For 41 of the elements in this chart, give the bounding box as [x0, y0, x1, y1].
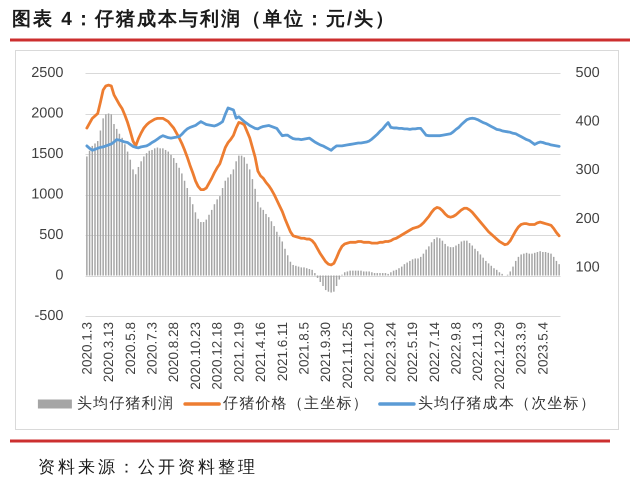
- chart-title: 图表 4：仔猪成本与利润（单位：元/头）: [12, 8, 396, 30]
- x-tick-label: 2022.3.24: [383, 322, 398, 382]
- x-tick-label: 2020.10.23: [188, 322, 203, 390]
- x-tick-label: 2021.2.19: [231, 322, 246, 382]
- x-tick-label: 2022.11.3: [470, 322, 486, 382]
- x-tick-label: 2022.5.19: [405, 322, 420, 382]
- y2-tick-label: 400: [576, 114, 600, 130]
- x-tick-label: 2020.12.18: [210, 322, 225, 390]
- y-tick-label: 2000: [31, 106, 64, 122]
- x-tick-label: 2022.9.8: [448, 322, 464, 375]
- x-tick-label: 2021.11.25: [340, 322, 355, 389]
- text: 资料来源：公开资料整理: [38, 458, 258, 476]
- line-series: [85, 106, 561, 152]
- x-tick-label: 2023.3.9: [514, 322, 529, 375]
- legend-label: 仔猪价格（主坐标）: [223, 395, 369, 412]
- y-tick-label: 1000: [31, 186, 64, 202]
- x-tick-label: 2022.12.29: [492, 322, 507, 390]
- x-tick-label: 2020.8.28: [166, 322, 182, 382]
- y2-tick-label: 100: [576, 259, 600, 276]
- x-tick-label: 2021.6.11: [274, 322, 290, 382]
- x-tick-label: 2021.4.16: [253, 322, 268, 382]
- x-tick-label: 2021.8.5: [296, 322, 312, 375]
- line-series: [85, 84, 561, 266]
- x-tick-label: 2020.3.13: [101, 322, 116, 382]
- y-tick-label: 0: [55, 268, 64, 284]
- x-tick-label: 2020.1.3: [79, 322, 94, 375]
- x-tick-label: 2022.7.14: [426, 322, 442, 382]
- legend-label: 头均仔猪成本（次坐标）: [418, 395, 596, 412]
- y-tick-label: -500: [34, 308, 64, 324]
- x-tick-label: 2021.9.30: [318, 322, 334, 382]
- x-tick-label: 2020.5.8: [122, 322, 138, 375]
- y2-tick-label: 300: [576, 162, 600, 178]
- x-tick-label: 2020.7.3: [144, 322, 160, 375]
- x-tick-label: 2023.5.4: [535, 322, 550, 375]
- y-tick-label: 1500: [31, 146, 64, 162]
- x-tick-label: 2022.1.20: [362, 322, 377, 382]
- y-tick-label: 2500: [31, 65, 64, 81]
- y2-tick-label: 200: [576, 210, 600, 227]
- y-tick-label: 500: [39, 227, 64, 243]
- y2-tick-label: 500: [576, 65, 600, 81]
- legend-label: 头均仔猪利润: [76, 395, 174, 412]
